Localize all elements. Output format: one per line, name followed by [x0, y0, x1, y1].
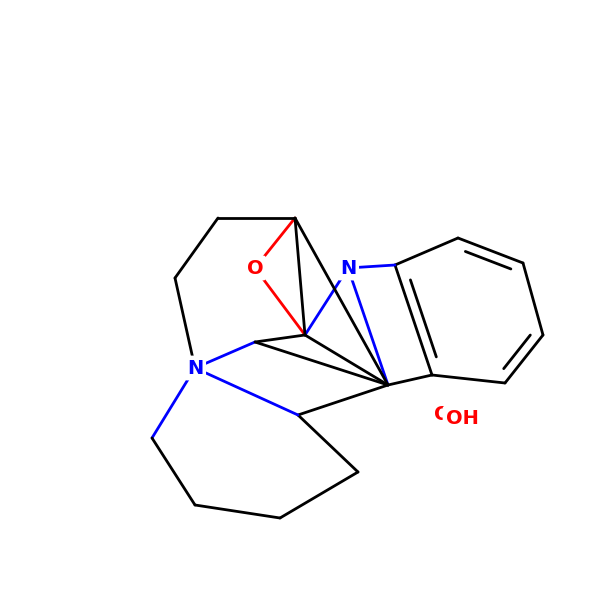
Text: OH: OH [446, 409, 478, 427]
Text: O: O [247, 259, 263, 277]
Text: OH: OH [434, 406, 466, 425]
Text: N: N [187, 358, 203, 377]
Text: N: N [340, 259, 356, 277]
